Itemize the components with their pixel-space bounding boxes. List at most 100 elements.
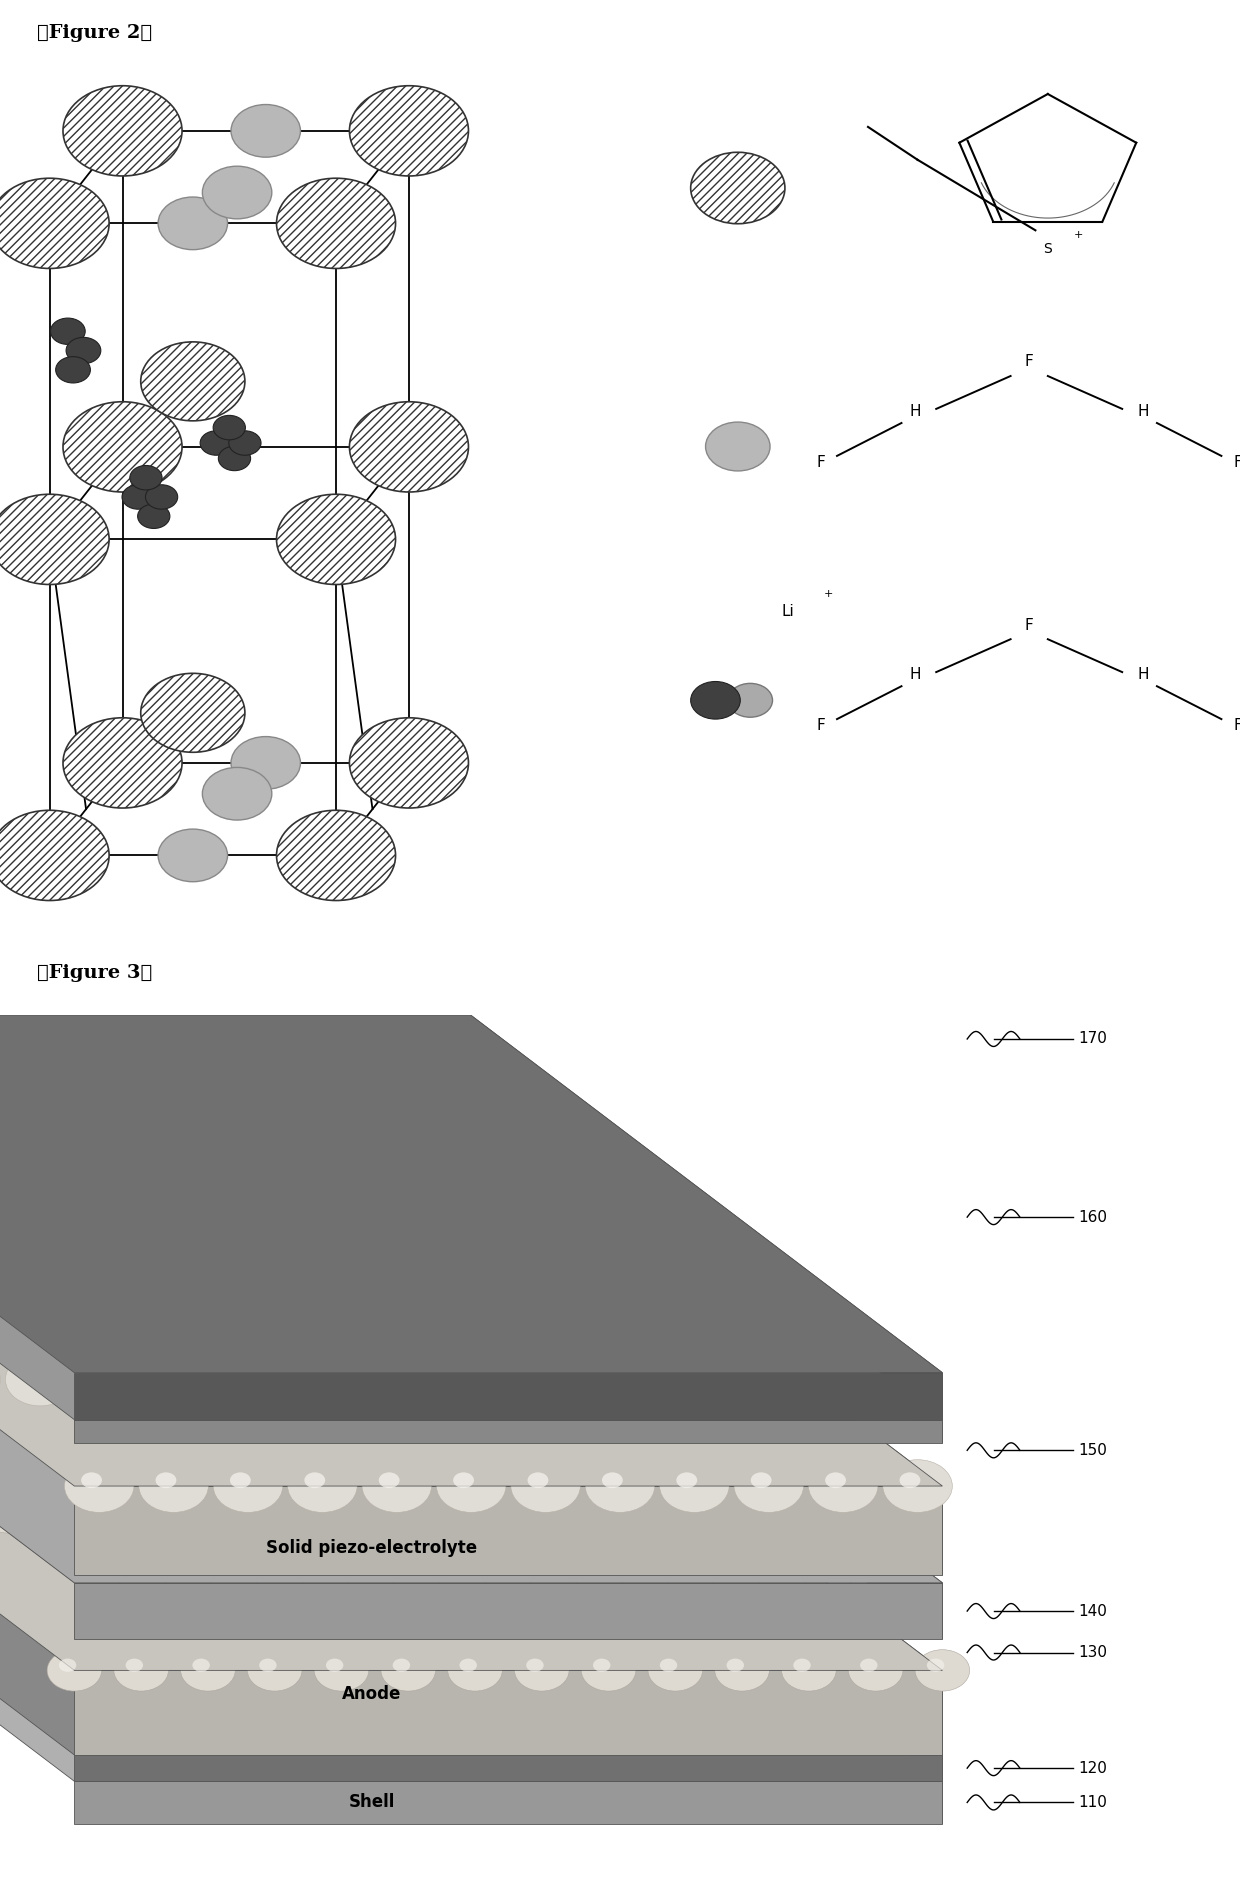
Circle shape [334,1141,403,1194]
Circle shape [229,1472,250,1489]
Circle shape [181,1491,236,1532]
Text: F: F [1233,455,1240,470]
Circle shape [244,1246,314,1299]
Circle shape [861,1658,878,1671]
Circle shape [63,86,182,177]
Circle shape [381,1333,435,1374]
Circle shape [5,1354,74,1406]
Polygon shape [0,1226,942,1583]
Text: +: + [823,588,833,600]
Circle shape [808,1459,878,1512]
Polygon shape [0,1425,942,1782]
Text: 》Figure 2《: 》Figure 2《 [37,23,153,41]
Circle shape [593,1500,610,1513]
Circle shape [469,1367,490,1382]
Circle shape [52,1152,73,1169]
Circle shape [0,1500,10,1513]
Text: H: H [909,404,921,419]
Circle shape [122,485,154,509]
Circle shape [734,1459,804,1512]
Circle shape [81,1472,102,1489]
Circle shape [228,431,260,455]
Circle shape [527,1472,548,1489]
Circle shape [248,1333,303,1374]
Text: +: + [1074,229,1084,241]
Polygon shape [74,1419,942,1444]
Circle shape [467,1246,537,1299]
Circle shape [727,1500,744,1513]
Circle shape [277,179,396,269]
Polygon shape [471,1312,942,1756]
Circle shape [114,1651,169,1692]
Circle shape [436,1459,506,1512]
Circle shape [326,1342,343,1355]
Circle shape [125,1342,143,1355]
Circle shape [185,1141,254,1194]
Circle shape [377,1354,446,1406]
Polygon shape [0,1312,942,1669]
Circle shape [181,1651,236,1692]
Circle shape [0,494,109,585]
Circle shape [231,737,300,790]
Circle shape [526,1354,595,1406]
Circle shape [51,318,86,344]
Circle shape [139,1459,208,1512]
Circle shape [314,1491,368,1532]
Circle shape [192,1658,210,1671]
Circle shape [526,1658,543,1671]
Circle shape [218,446,250,470]
Circle shape [460,1658,477,1671]
Circle shape [381,1491,435,1532]
Circle shape [660,1658,677,1671]
Circle shape [58,1500,77,1513]
Polygon shape [74,1583,942,1639]
Circle shape [260,1260,281,1275]
Circle shape [453,1472,474,1489]
Text: 140: 140 [1079,1604,1107,1619]
Circle shape [660,1459,729,1512]
Circle shape [526,1342,544,1355]
Circle shape [145,485,177,509]
Text: Solid piezo-electrolyte: Solid piezo-electrolyte [267,1540,477,1557]
Circle shape [585,1459,655,1512]
Circle shape [542,1246,611,1299]
Text: F: F [816,718,826,733]
Text: 130: 130 [1079,1645,1107,1660]
Circle shape [110,1141,180,1194]
Text: 》Figure 3《: 》Figure 3《 [37,963,153,981]
Circle shape [186,1260,207,1275]
Circle shape [424,1152,445,1169]
Circle shape [181,1333,236,1374]
Circle shape [409,1260,430,1275]
Polygon shape [74,1372,942,1419]
Circle shape [304,1472,325,1489]
Circle shape [649,1491,703,1532]
Circle shape [63,402,182,493]
Circle shape [202,165,272,218]
Circle shape [675,1354,744,1406]
Circle shape [714,1651,769,1692]
Circle shape [159,829,228,882]
Circle shape [0,179,109,269]
Polygon shape [471,1226,942,1639]
Circle shape [543,1367,564,1382]
Circle shape [228,1354,298,1406]
Circle shape [22,1367,43,1382]
Circle shape [201,1152,222,1169]
Circle shape [692,1367,713,1382]
Circle shape [632,1260,653,1275]
Circle shape [750,1472,771,1489]
Circle shape [448,1491,502,1532]
Circle shape [21,1246,91,1299]
Circle shape [393,1658,410,1671]
Circle shape [618,1367,639,1382]
Circle shape [79,1354,149,1406]
Circle shape [451,1354,521,1406]
Circle shape [714,1491,769,1532]
Text: F: F [1024,619,1034,632]
Circle shape [155,1472,176,1489]
Circle shape [138,504,170,528]
Circle shape [259,1658,277,1671]
Circle shape [97,1367,118,1382]
Circle shape [154,1354,223,1406]
